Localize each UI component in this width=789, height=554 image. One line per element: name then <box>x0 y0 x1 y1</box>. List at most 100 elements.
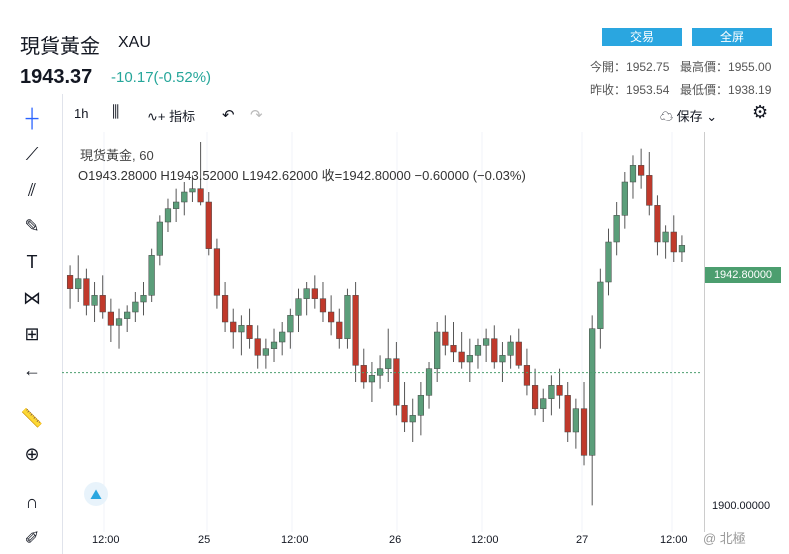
crosshair-icon[interactable]: ┼ <box>25 108 39 128</box>
trend-line-icon[interactable]: ⟋ <box>25 144 39 164</box>
logo-icon[interactable]: ⛰ <box>84 482 108 506</box>
interval-selector[interactable]: 1h <box>74 106 89 121</box>
candle-body <box>385 358 392 369</box>
candle <box>91 282 98 322</box>
candle-body <box>75 278 82 289</box>
candle-body <box>678 245 686 253</box>
candle-body <box>270 341 278 349</box>
candle-body <box>213 248 221 296</box>
settings-gear-icon[interactable]: ⚙ <box>752 102 769 122</box>
candle-body <box>66 275 74 289</box>
candle-body <box>515 341 522 366</box>
undo-icon[interactable]: ↶ <box>222 107 235 124</box>
candle <box>572 398 579 449</box>
candle <box>491 325 498 369</box>
candle-body <box>450 345 457 353</box>
low-stat: 最低價：1938.19 <box>680 81 771 98</box>
candle <box>205 192 212 256</box>
trade-button[interactable]: 交易 <box>602 28 682 46</box>
candle <box>417 382 424 436</box>
candle <box>556 368 563 409</box>
candle-body <box>376 368 384 376</box>
candle <box>328 295 335 336</box>
open-stat: 今開：1952.75 <box>590 58 669 75</box>
fib-channel-icon[interactable]: ⫽ <box>27 180 37 200</box>
candle <box>442 315 449 356</box>
candle-body <box>466 355 473 363</box>
candle-body <box>262 348 269 356</box>
candle-body <box>401 405 408 423</box>
candle-body <box>246 325 253 339</box>
candle-body <box>474 345 482 356</box>
time-label: 12:00 <box>471 534 499 546</box>
watermark: @ 北極 <box>703 531 746 546</box>
time-label: 26 <box>389 534 402 546</box>
candle-body <box>311 288 318 299</box>
candle-body <box>205 201 212 249</box>
instrument-symbol: XAU <box>118 34 151 51</box>
magnet-icon[interactable]: ∩ <box>25 492 39 512</box>
candle <box>352 282 359 382</box>
candle-body <box>124 311 131 319</box>
save-button[interactable]: ☁ 保存 ⌄ <box>660 109 718 124</box>
candle-body <box>646 175 653 206</box>
candle <box>515 328 522 369</box>
time-label: 25 <box>198 534 211 546</box>
candle-body <box>556 385 563 396</box>
candle <box>336 308 343 349</box>
candle-body <box>328 311 335 323</box>
time-label: 12:00 <box>660 534 688 546</box>
candle <box>629 155 637 199</box>
instrument-title: 現貨黃金 <box>20 36 100 58</box>
back-arrow-icon[interactable]: ← <box>23 360 41 380</box>
zoom-in-icon[interactable]: ⊕ <box>24 444 40 464</box>
candle-body <box>417 395 424 416</box>
legend-title[interactable]: 現货黃金, 60 <box>80 148 154 163</box>
candle <box>279 322 286 356</box>
pattern-icon[interactable]: ⋈ <box>23 288 41 308</box>
candle <box>368 362 376 402</box>
candle <box>531 368 539 416</box>
candle <box>540 388 547 422</box>
candle-body <box>531 385 539 409</box>
time-label: 27 <box>576 534 589 546</box>
candle-body <box>654 205 661 243</box>
candle-body <box>548 385 555 399</box>
fullscreen-button[interactable]: 全屏 <box>692 28 772 46</box>
candle <box>483 328 490 362</box>
prev-value: 1953.54 <box>626 83 670 97</box>
position-icon[interactable]: ⊞ <box>24 324 40 344</box>
candle-body <box>336 321 343 339</box>
candle <box>124 305 131 332</box>
indicators-button[interactable]: ∿+ 指标 <box>147 106 195 125</box>
save-label: 保存 <box>676 109 703 124</box>
candle <box>613 202 620 256</box>
candle-body <box>173 201 180 209</box>
candle <box>303 282 310 316</box>
cloud-icon: ☁ <box>660 109 674 124</box>
candle <box>605 228 612 296</box>
candle-body <box>360 365 367 383</box>
candle-body <box>499 355 506 363</box>
price-axis[interactable] <box>704 132 789 532</box>
candle-body <box>605 241 612 283</box>
candlestick-chart[interactable] <box>62 132 702 532</box>
candle-body <box>221 295 229 323</box>
candle-type-icon[interactable]: ⫼ <box>112 104 120 121</box>
open-label: 今開： <box>590 60 627 74</box>
candle-body <box>523 365 531 386</box>
candle <box>458 332 465 369</box>
redo-icon[interactable]: ↷ <box>250 107 263 124</box>
indicators-icon: ∿+ <box>147 109 166 124</box>
ruler-icon[interactable]: 📏 <box>20 408 44 428</box>
candle-body <box>287 315 294 333</box>
candle <box>646 152 653 216</box>
text-tool-icon[interactable]: T <box>26 252 38 272</box>
legend-ohlc: O1943.28000 H1943.52000 L1942.62000 收=19… <box>78 168 526 183</box>
candle <box>344 288 351 349</box>
candle-body <box>319 298 327 313</box>
candle <box>189 175 196 202</box>
candle-body <box>279 331 286 343</box>
brush-icon[interactable]: ✎ <box>24 216 40 236</box>
pencil-lock-icon[interactable]: ✐ <box>24 528 40 548</box>
